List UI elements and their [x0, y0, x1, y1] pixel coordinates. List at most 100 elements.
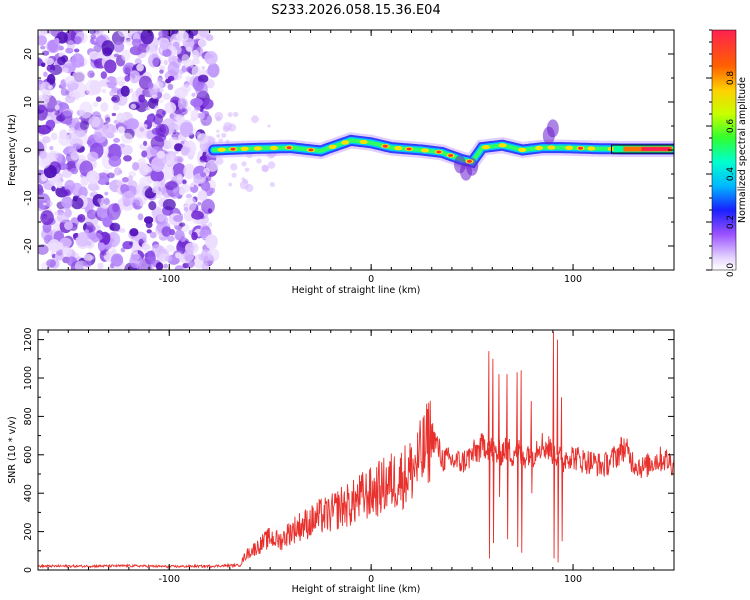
noise-blob [180, 146, 189, 156]
noise-blob [105, 117, 111, 123]
noise-blob [116, 113, 127, 123]
noise-blob [206, 67, 215, 75]
noise-blob [116, 179, 122, 187]
noise-blob [87, 70, 95, 79]
noise-blob [204, 51, 218, 65]
noise-blob [183, 163, 196, 179]
noise-blob [111, 94, 120, 103]
snr-spike [491, 358, 495, 544]
spectrogram-xtick-label: -100 [158, 274, 180, 285]
ridge-hotspot [467, 160, 472, 163]
noise-blob [152, 186, 159, 194]
noise-blob [151, 94, 158, 99]
noise-blob [267, 161, 276, 169]
snr-ytick-label: 600 [23, 446, 34, 464]
noise-blob [38, 124, 51, 135]
noise-blob [43, 71, 48, 78]
noise-blob [57, 56, 66, 66]
noise-blob [79, 61, 85, 67]
ridge-hotspot [547, 145, 556, 150]
noise-blob [175, 252, 182, 259]
noise-blob [120, 247, 126, 253]
noise-blob [108, 155, 122, 167]
noise-blob [145, 44, 156, 55]
noise-blob [204, 78, 215, 89]
spectrogram-ytick-label: -10 [23, 190, 34, 206]
snr-spike [505, 374, 509, 540]
noise-blob [60, 87, 68, 96]
ridge-hotspot [240, 146, 249, 151]
colorbar: 0.0 0.2 0.4 0.6 0.8 Normalized spectral ampl… [706, 29, 748, 278]
noise-blob [87, 151, 99, 162]
noise-blob [129, 241, 134, 246]
noise-blob [199, 155, 208, 161]
noise-blob [122, 177, 129, 183]
ridge-hotspot [448, 154, 454, 157]
spectrogram-ylabel: Frequency (Hz) [7, 114, 18, 186]
noise-blob [176, 173, 183, 181]
noise-blob [230, 163, 238, 171]
noise-blob [197, 201, 202, 206]
ridge-hotspot [359, 139, 368, 145]
ridge-hotspot [406, 147, 412, 151]
ridge-hotspot [269, 145, 278, 151]
noise-blob [90, 33, 96, 40]
ridge-hotspot [518, 147, 527, 153]
noise-blob [162, 198, 176, 211]
noise-blob [83, 253, 93, 262]
noise-blob [141, 242, 149, 250]
noise-blob [148, 53, 160, 68]
noise-blob [198, 30, 211, 38]
noise-blob [161, 226, 172, 237]
noise-blob [118, 80, 125, 87]
snr-ytick-label: 200 [23, 523, 34, 541]
noise-blob [49, 150, 59, 160]
noise-blob [181, 108, 186, 112]
snr-spike [560, 397, 564, 542]
noise-blob [111, 112, 117, 117]
noise-blob [40, 210, 54, 226]
noise-blob [63, 189, 71, 196]
snr-ytick-label: 1000 [23, 366, 34, 390]
noise-blob [130, 103, 137, 109]
noise-blob [197, 190, 208, 201]
colorbar-ticks: 0.0 0.2 0.4 0.6 0.8 [706, 29, 736, 278]
snr-ytick-label: 1200 [23, 328, 34, 352]
noise-blob [64, 221, 73, 231]
noise-blob [49, 69, 54, 74]
noise-blob [59, 188, 65, 194]
noise-blob [47, 239, 61, 253]
noise-blob [191, 49, 199, 58]
noise-blob [97, 198, 102, 204]
noise-blob [227, 112, 233, 118]
noise-blob [241, 161, 247, 167]
colorbar-tick-label: 0.0 [726, 263, 736, 278]
noise-blob [228, 123, 237, 132]
snr-xlabel: Height of straight line (km) [292, 584, 421, 595]
noise-blob [181, 54, 190, 64]
noise-blob [186, 106, 192, 112]
noise-blob [42, 202, 47, 206]
noise-blob [62, 67, 69, 73]
ridge-hotspot [436, 150, 442, 154]
noise-blob [138, 163, 149, 176]
colorbar-label: Normalized spectral amplitude [737, 77, 748, 223]
noise-blob [68, 147, 78, 157]
noise-blob [151, 244, 164, 253]
snr-frame [37, 329, 675, 571]
noise-blob [40, 62, 46, 67]
noise-blob [146, 113, 156, 123]
noise-blob [159, 39, 169, 51]
chart-title: S233.2026.058.15.36.E04 [271, 3, 440, 18]
noise-blob [174, 150, 179, 155]
snr-spike [556, 339, 560, 563]
noise-blob [183, 209, 194, 222]
noise-blob [167, 61, 180, 77]
ridge-tail [641, 147, 670, 151]
noise-blob [202, 98, 214, 109]
noise-blob [68, 91, 76, 98]
noise-blob [74, 130, 88, 147]
snr-spike [516, 372, 519, 547]
noise-blob [134, 58, 142, 65]
